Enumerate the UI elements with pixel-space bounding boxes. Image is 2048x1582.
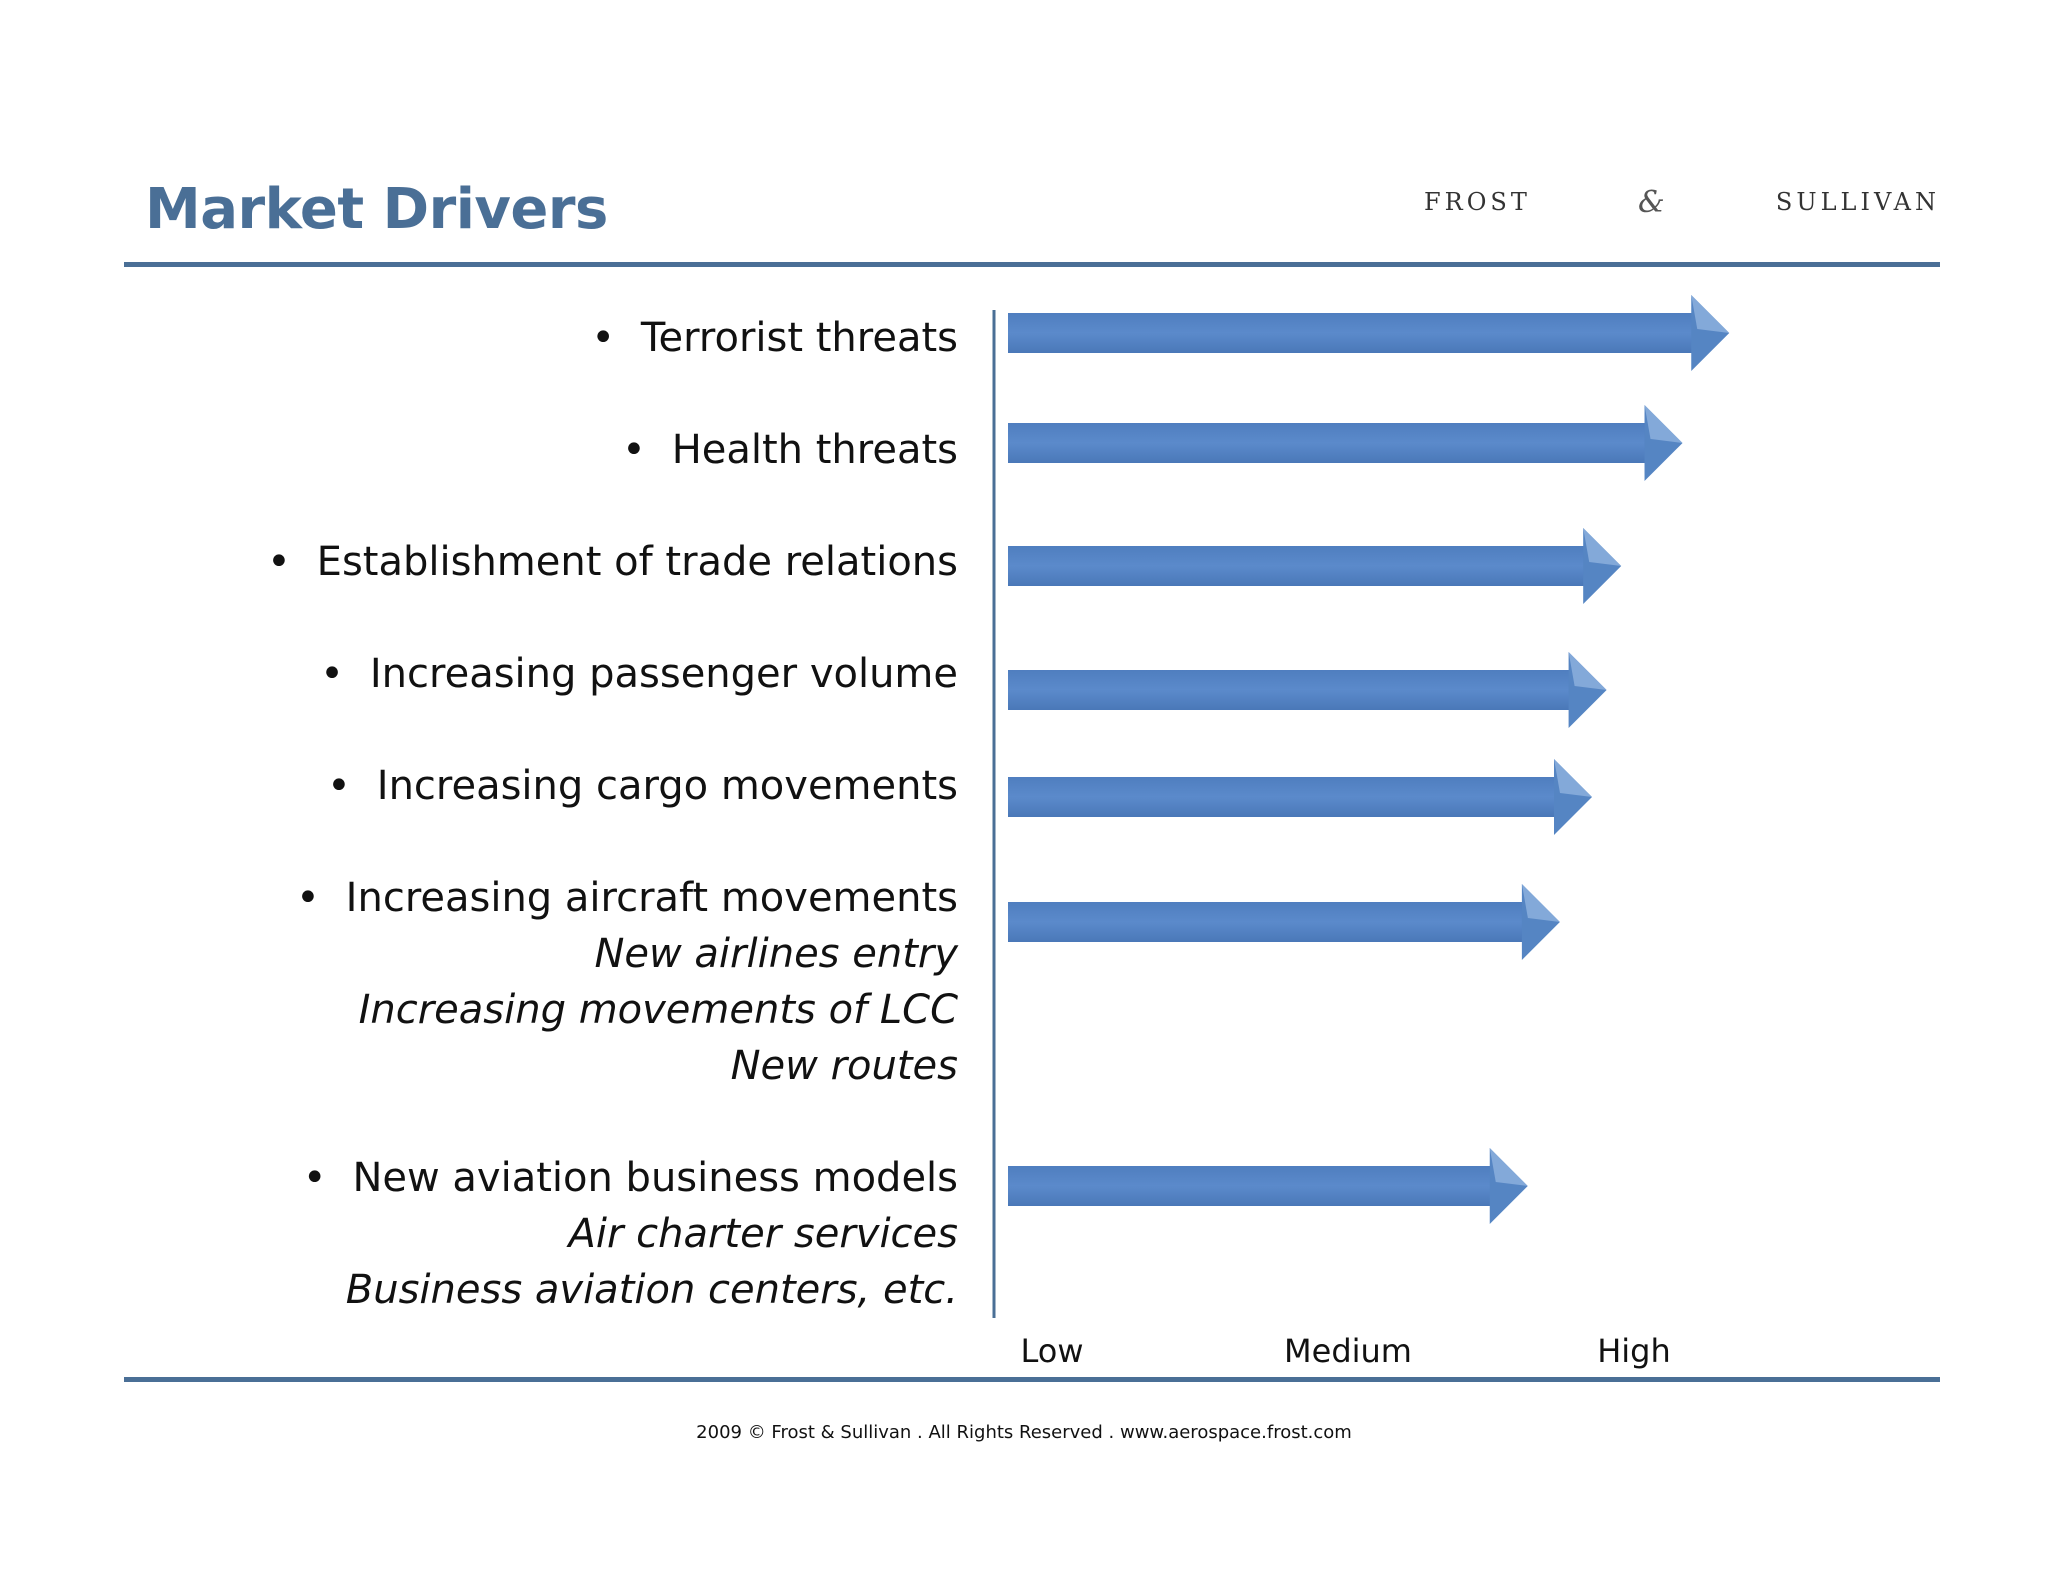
copyright-footer: 2009 © Frost & Sullivan . All Rights Res… — [696, 1422, 1352, 1443]
arrow-shaft — [1008, 670, 1570, 710]
driver-item: • Establishment of trade relations — [267, 534, 958, 590]
slide-title: Market Drivers — [145, 177, 608, 242]
arrow-bar — [1008, 528, 1622, 604]
arrow-shaft — [1008, 1166, 1491, 1206]
driver-label-text: Establishment of trade relations — [316, 539, 958, 585]
bullet-icon: • — [327, 763, 351, 809]
bullet-icon: • — [296, 875, 320, 921]
arrow-head-highlight — [1691, 295, 1730, 333]
driver-label: • Health threats — [622, 422, 958, 478]
arrow-shaft — [1008, 423, 1646, 463]
logo-ampersand: & — [1638, 184, 1669, 220]
arrow-head-highlight — [1568, 652, 1607, 690]
header-divider — [124, 262, 1940, 267]
driver-label-text: Increasing passenger volume — [369, 651, 958, 697]
company-logo: FROST & SULLIVAN — [1424, 182, 1940, 222]
arrow-bar — [1008, 652, 1607, 728]
arrow-head-highlight — [1489, 1148, 1528, 1186]
driver-sub-label: New routes — [730, 1043, 958, 1089]
driver-label-text: Increasing aircraft movements — [345, 875, 958, 921]
bullet-icon: • — [302, 1155, 327, 1201]
driver-sub-label: New airlines entry — [594, 931, 958, 977]
driver-label-text: New aviation business models — [352, 1155, 958, 1201]
driver-sub-label: Increasing movements of LCC — [358, 987, 958, 1033]
driver-label: • Increasing aircraft movements — [296, 870, 958, 926]
bullet-icon: • — [267, 539, 291, 585]
driver-item: • Increasing passenger volume — [320, 646, 958, 702]
driver-item: • Health threats — [622, 422, 958, 478]
arrow-bar — [1008, 295, 1730, 371]
driver-label-text: Increasing cargo movements — [376, 763, 958, 809]
driver-item: • Terrorist threats — [591, 310, 958, 366]
arrow-shaft — [1008, 777, 1555, 817]
logo-text-right: SULLIVAN — [1775, 188, 1940, 216]
footer-divider — [124, 1377, 1940, 1382]
driver-label: • Increasing cargo movements — [327, 758, 958, 814]
driver-label-text: Terrorist threats — [640, 315, 958, 361]
driver-item: • Increasing aircraft movements New airlin… — [296, 870, 958, 1094]
driver-label: • Increasing passenger volume — [320, 646, 958, 702]
driver-label: • Terrorist threats — [591, 310, 958, 366]
arrow-shaft — [1008, 313, 1693, 353]
arrow-shaft — [1008, 902, 1523, 942]
arrow-head-highlight — [1521, 884, 1560, 922]
bullet-icon: • — [622, 427, 646, 473]
arrow-head-highlight — [1554, 759, 1592, 797]
scale-label: Low — [1020, 1332, 1083, 1370]
driver-label: • New aviation business models — [303, 1150, 958, 1206]
driver-item: • Increasing cargo movements — [327, 758, 958, 814]
driver-item: • New aviation business models Air charter… — [303, 1150, 958, 1318]
arrow-bar — [1008, 759, 1592, 835]
driver-label-text: Health threats — [671, 427, 958, 473]
arrow-head-highlight — [1583, 528, 1622, 566]
scale-label: High — [1597, 1332, 1671, 1370]
arrow-bar — [1008, 1148, 1528, 1224]
driver-label: • Establishment of trade relations — [267, 534, 958, 590]
bullet-icon: • — [320, 651, 344, 697]
driver-sub-label: Air charter services — [568, 1211, 958, 1257]
arrow-bar — [1008, 405, 1683, 481]
arrow-shaft — [1008, 546, 1585, 586]
logo-text-left: FROST — [1424, 188, 1531, 216]
scale-label: Medium — [1284, 1332, 1412, 1370]
arrow-bar — [1008, 884, 1560, 960]
arrow-head-highlight — [1644, 405, 1683, 443]
driver-sub-label: Business aviation centers, etc. — [345, 1267, 958, 1313]
bullet-icon: • — [591, 315, 615, 361]
